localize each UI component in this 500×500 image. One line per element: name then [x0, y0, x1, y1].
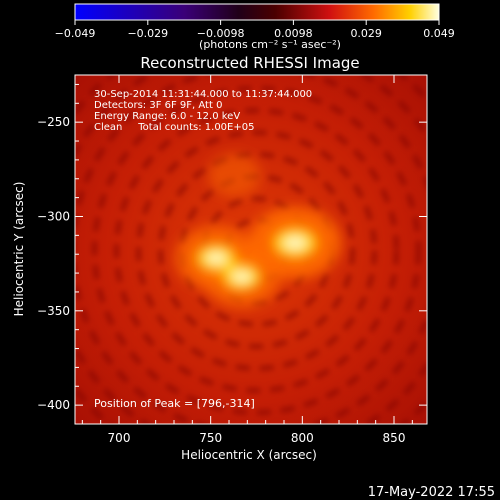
colorbar-tick-label: 0.049 — [423, 27, 455, 40]
colorbar-tick-label: −0.0098 — [197, 27, 245, 40]
colorbar-tick-label: −0.029 — [127, 27, 168, 40]
annotation-line: 30-Sep-2014 11:31:44.000 to 11:37:44.000 — [94, 89, 312, 100]
plot-frame — [74, 74, 428, 425]
ripple-ring — [136, 129, 377, 371]
footer-date: 17-May-2022 17:55 — [368, 485, 495, 500]
annotation-line: Energy Range: 6.0 - 12.0 keV — [94, 111, 240, 122]
annotation-line: Clean Total counts: 1.00E+05 — [94, 122, 254, 133]
y-axis-label: Heliocentric Y (arcsec) — [12, 182, 26, 317]
sources-layer — [175, 153, 341, 308]
colorbar-tick-label: −0.049 — [55, 27, 96, 40]
colorbar-tick-label: 0.0098 — [274, 27, 313, 40]
source-cores — [196, 227, 317, 291]
x-tick-label: 800 — [291, 431, 314, 445]
source-halo — [208, 153, 261, 197]
peak-position-text: Position of Peak = [796,-314] — [94, 397, 255, 410]
x-tick-label: 700 — [108, 431, 131, 445]
x-axis-label: Heliocentric X (arcsec) — [181, 448, 317, 462]
source-peak — [206, 251, 227, 265]
source-peak — [284, 235, 306, 250]
x-axis: 700 750 800 850 — [81, 75, 413, 445]
ripple-ring — [92, 85, 421, 415]
annotation-line: Detectors: 3F 6F 9F, Att 0 — [94, 100, 222, 111]
colorbar-frame — [74, 3, 440, 21]
ripple-ring — [114, 107, 399, 393]
colorbar-ticks: −0.049 −0.029 −0.0098 0.0098 0.029 0.049 — [55, 20, 455, 40]
source-peak — [232, 270, 252, 284]
colorbar — [75, 4, 439, 20]
ripple-ring — [158, 151, 355, 349]
y-tick-label: −300 — [37, 209, 70, 223]
heatmap-image — [75, 75, 427, 424]
x-tick-label: 850 — [383, 431, 406, 445]
y-axis: −250 −300 −350 −400 — [37, 83, 427, 412]
y-tick-label: −250 — [37, 115, 70, 129]
y-tick-label: −400 — [37, 398, 70, 412]
y-tick-label: −350 — [37, 304, 70, 318]
colorbar-unit-label: (photons cm⁻² s⁻¹ asec⁻²) — [199, 38, 341, 51]
annotations: 30-Sep-2014 11:31:44.000 to 11:37:44.000… — [94, 89, 312, 133]
x-tick-label: 750 — [199, 431, 222, 445]
colorbar-tick-label: 0.029 — [350, 27, 382, 40]
chart-title: Reconstructed RHESSI Image — [140, 54, 359, 72]
